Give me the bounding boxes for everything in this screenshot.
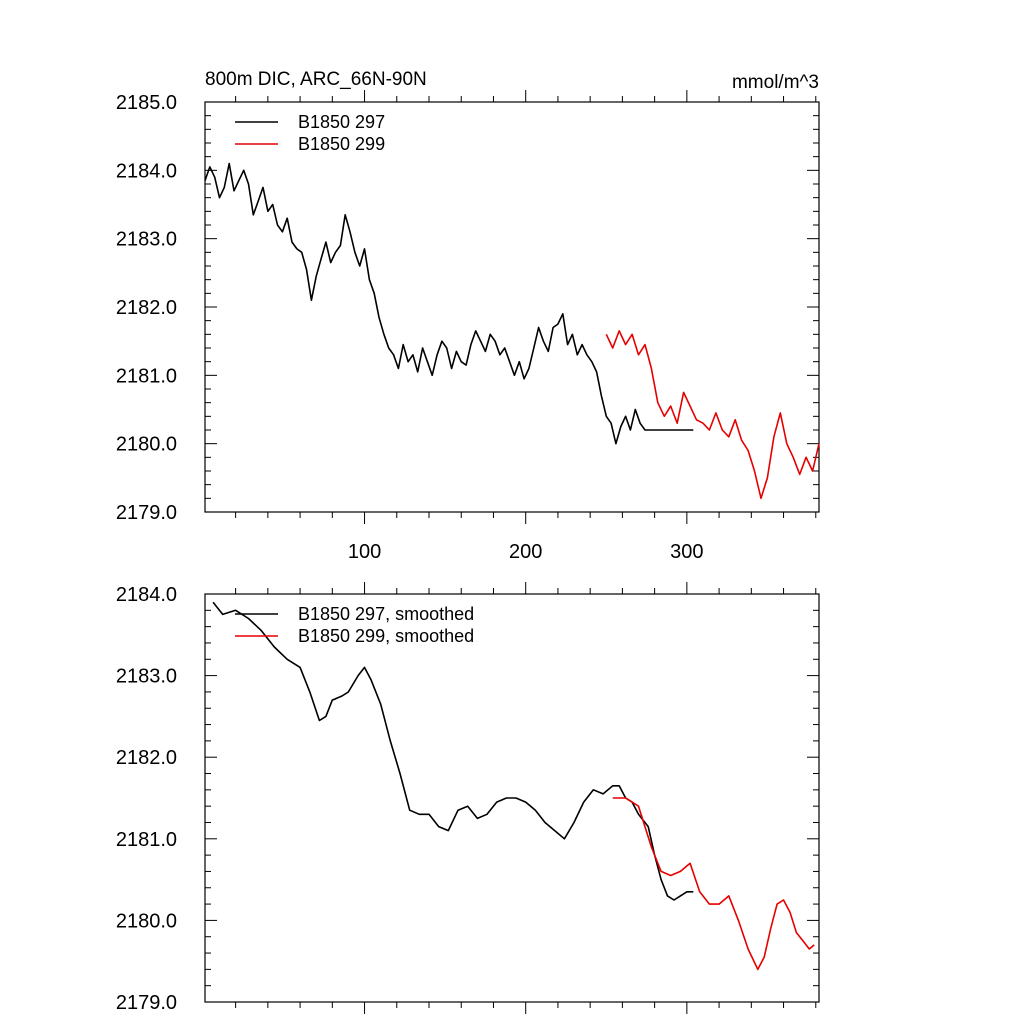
series-line-0 (212, 601, 694, 901)
y-tick-label: 2180.0 (116, 434, 177, 456)
y-tick-label: 2181.0 (116, 365, 177, 387)
y-tick-label: 2185.0 (116, 92, 177, 114)
top-panel: 2179.0 2180.0 2181.0 2182.0 2183.0 2184.0 2185… (116, 69, 820, 563)
plot-frame (204, 101, 820, 513)
y-tick-label: 2179.0 (116, 992, 177, 1014)
y-tick-label: 2180.0 (116, 910, 177, 932)
series-line-0 (204, 162, 694, 445)
y-tick-label: 2182.0 (116, 297, 177, 319)
y-tick-label: 2179.0 (116, 502, 177, 524)
series-line-1 (605, 330, 820, 500)
y-tick-label: 2184.0 (116, 160, 177, 182)
y-tick-label: 2183.0 (116, 666, 177, 688)
x-tick-label: 100 (348, 541, 381, 563)
legend-label-1: B1850 299, smoothed (298, 626, 474, 646)
series-line-1 (612, 797, 815, 971)
legend-label-0: B1850 297 (298, 112, 385, 132)
units-label: mmol/m^3 (732, 72, 819, 93)
x-tick-label: 300 (670, 541, 703, 563)
plot-frame (204, 593, 820, 1003)
bottom-panel: 2179.0 2180.0 2181.0 2182.0 2183.0 2184.0 B185… (116, 582, 820, 1014)
x-tick-label: 200 (509, 541, 542, 563)
y-tick-label: 2181.0 (116, 829, 177, 851)
legend-label-0: B1850 297, smoothed (298, 604, 474, 624)
legend-label-1: B1850 299 (298, 134, 385, 154)
y-tick-label: 2184.0 (116, 584, 177, 606)
y-tick-label: 2183.0 (116, 229, 177, 251)
chart-title: 800m DIC, ARC_66N-90N (205, 69, 427, 90)
y-tick-label: 2182.0 (116, 747, 177, 769)
